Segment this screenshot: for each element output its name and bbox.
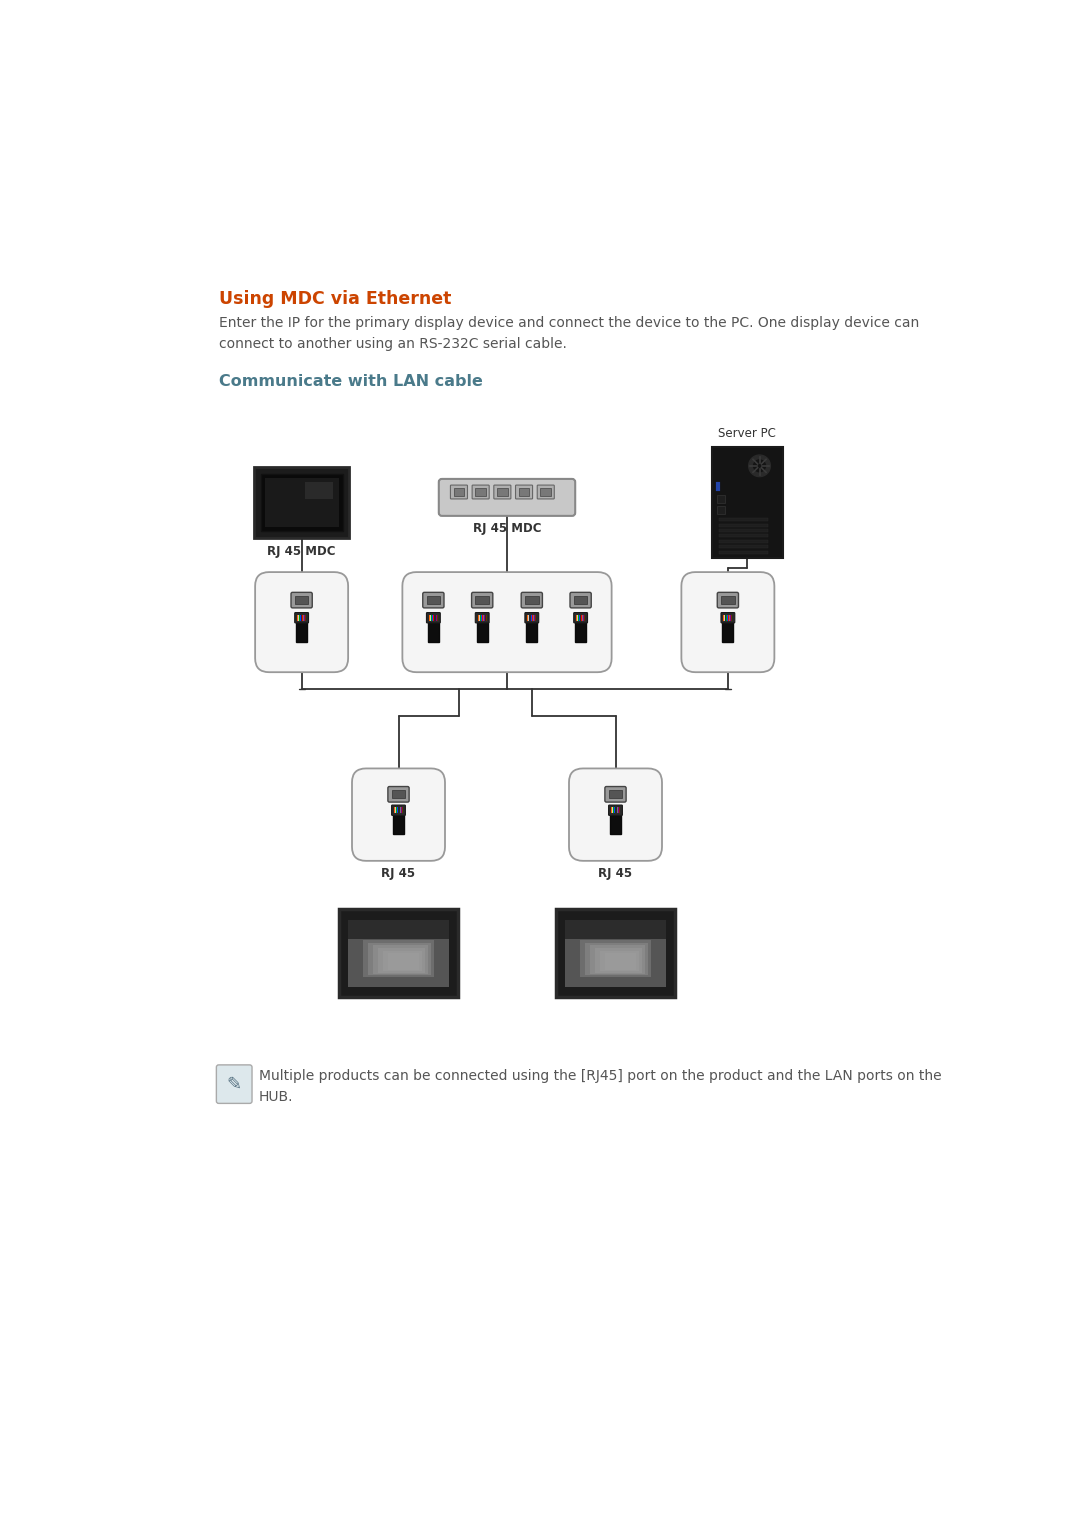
FancyBboxPatch shape bbox=[537, 486, 554, 499]
FancyBboxPatch shape bbox=[403, 573, 611, 672]
Text: RJ 45 MDC: RJ 45 MDC bbox=[473, 522, 541, 534]
FancyBboxPatch shape bbox=[681, 573, 774, 672]
FancyBboxPatch shape bbox=[605, 786, 626, 802]
FancyBboxPatch shape bbox=[522, 592, 542, 608]
FancyBboxPatch shape bbox=[518, 489, 529, 496]
FancyBboxPatch shape bbox=[721, 612, 734, 623]
FancyBboxPatch shape bbox=[600, 951, 638, 971]
FancyBboxPatch shape bbox=[363, 941, 434, 977]
FancyBboxPatch shape bbox=[389, 953, 419, 970]
FancyBboxPatch shape bbox=[569, 768, 662, 861]
Text: Server PC: Server PC bbox=[718, 426, 777, 440]
FancyBboxPatch shape bbox=[494, 486, 511, 499]
FancyBboxPatch shape bbox=[454, 489, 464, 496]
FancyBboxPatch shape bbox=[306, 483, 334, 499]
Text: Enter the IP for the primary display device and connect the device to the PC. On: Enter the IP for the primary display dev… bbox=[218, 316, 919, 351]
FancyBboxPatch shape bbox=[427, 612, 441, 623]
FancyBboxPatch shape bbox=[428, 621, 438, 641]
FancyBboxPatch shape bbox=[719, 534, 769, 538]
Text: Communicate with LAN cable: Communicate with LAN cable bbox=[218, 374, 483, 389]
FancyBboxPatch shape bbox=[383, 951, 421, 971]
FancyBboxPatch shape bbox=[497, 489, 508, 496]
FancyBboxPatch shape bbox=[585, 942, 648, 976]
FancyBboxPatch shape bbox=[427, 596, 441, 605]
FancyBboxPatch shape bbox=[719, 539, 769, 542]
FancyBboxPatch shape bbox=[609, 791, 622, 799]
FancyBboxPatch shape bbox=[719, 551, 769, 554]
FancyBboxPatch shape bbox=[368, 942, 431, 976]
Text: RJ 45: RJ 45 bbox=[381, 867, 416, 880]
FancyBboxPatch shape bbox=[515, 486, 532, 499]
FancyBboxPatch shape bbox=[570, 592, 591, 608]
FancyBboxPatch shape bbox=[573, 612, 588, 623]
FancyBboxPatch shape bbox=[255, 573, 348, 672]
FancyBboxPatch shape bbox=[609, 805, 622, 815]
FancyBboxPatch shape bbox=[712, 447, 783, 559]
FancyBboxPatch shape bbox=[260, 475, 342, 531]
Text: RJ 45 MDC: RJ 45 MDC bbox=[268, 545, 336, 559]
FancyBboxPatch shape bbox=[525, 612, 539, 623]
FancyBboxPatch shape bbox=[291, 592, 312, 608]
FancyBboxPatch shape bbox=[476, 621, 488, 641]
Text: RJ 45: RJ 45 bbox=[598, 867, 633, 880]
FancyBboxPatch shape bbox=[526, 621, 537, 641]
FancyBboxPatch shape bbox=[392, 805, 405, 815]
FancyBboxPatch shape bbox=[339, 910, 458, 997]
FancyBboxPatch shape bbox=[450, 486, 468, 499]
FancyBboxPatch shape bbox=[255, 467, 349, 538]
FancyBboxPatch shape bbox=[348, 919, 449, 986]
Text: Using MDC via Ethernet: Using MDC via Ethernet bbox=[218, 290, 451, 307]
FancyBboxPatch shape bbox=[374, 945, 428, 974]
FancyBboxPatch shape bbox=[573, 596, 588, 605]
Text: Multiple products can be connected using the [RJ45] port on the product and the : Multiple products can be connected using… bbox=[259, 1069, 942, 1104]
FancyBboxPatch shape bbox=[719, 518, 769, 521]
FancyBboxPatch shape bbox=[610, 814, 621, 834]
FancyBboxPatch shape bbox=[723, 621, 733, 641]
Circle shape bbox=[748, 455, 770, 476]
FancyBboxPatch shape bbox=[388, 786, 409, 802]
FancyBboxPatch shape bbox=[475, 612, 489, 623]
FancyBboxPatch shape bbox=[352, 768, 445, 861]
FancyBboxPatch shape bbox=[422, 592, 444, 608]
FancyBboxPatch shape bbox=[721, 596, 734, 605]
FancyBboxPatch shape bbox=[540, 489, 551, 496]
FancyBboxPatch shape bbox=[591, 945, 645, 974]
FancyBboxPatch shape bbox=[295, 612, 309, 623]
FancyBboxPatch shape bbox=[719, 528, 769, 531]
FancyBboxPatch shape bbox=[565, 919, 666, 986]
FancyBboxPatch shape bbox=[717, 592, 739, 608]
FancyBboxPatch shape bbox=[296, 621, 307, 641]
FancyBboxPatch shape bbox=[438, 479, 576, 516]
FancyBboxPatch shape bbox=[348, 919, 449, 939]
FancyBboxPatch shape bbox=[392, 791, 405, 799]
FancyBboxPatch shape bbox=[565, 919, 666, 939]
FancyBboxPatch shape bbox=[472, 592, 492, 608]
Text: ✎: ✎ bbox=[227, 1077, 242, 1093]
FancyBboxPatch shape bbox=[717, 495, 725, 502]
FancyBboxPatch shape bbox=[472, 486, 489, 499]
FancyBboxPatch shape bbox=[719, 524, 769, 527]
FancyBboxPatch shape bbox=[295, 596, 309, 605]
FancyBboxPatch shape bbox=[393, 814, 404, 834]
FancyBboxPatch shape bbox=[595, 948, 642, 973]
FancyBboxPatch shape bbox=[216, 1064, 252, 1104]
FancyBboxPatch shape bbox=[475, 596, 489, 605]
FancyBboxPatch shape bbox=[556, 910, 675, 997]
FancyBboxPatch shape bbox=[475, 489, 486, 496]
FancyBboxPatch shape bbox=[580, 941, 651, 977]
Circle shape bbox=[754, 460, 766, 472]
FancyBboxPatch shape bbox=[265, 478, 339, 527]
FancyBboxPatch shape bbox=[378, 948, 424, 973]
FancyBboxPatch shape bbox=[606, 953, 636, 970]
FancyBboxPatch shape bbox=[717, 505, 725, 513]
FancyBboxPatch shape bbox=[576, 621, 586, 641]
FancyBboxPatch shape bbox=[719, 545, 769, 548]
FancyBboxPatch shape bbox=[525, 596, 539, 605]
